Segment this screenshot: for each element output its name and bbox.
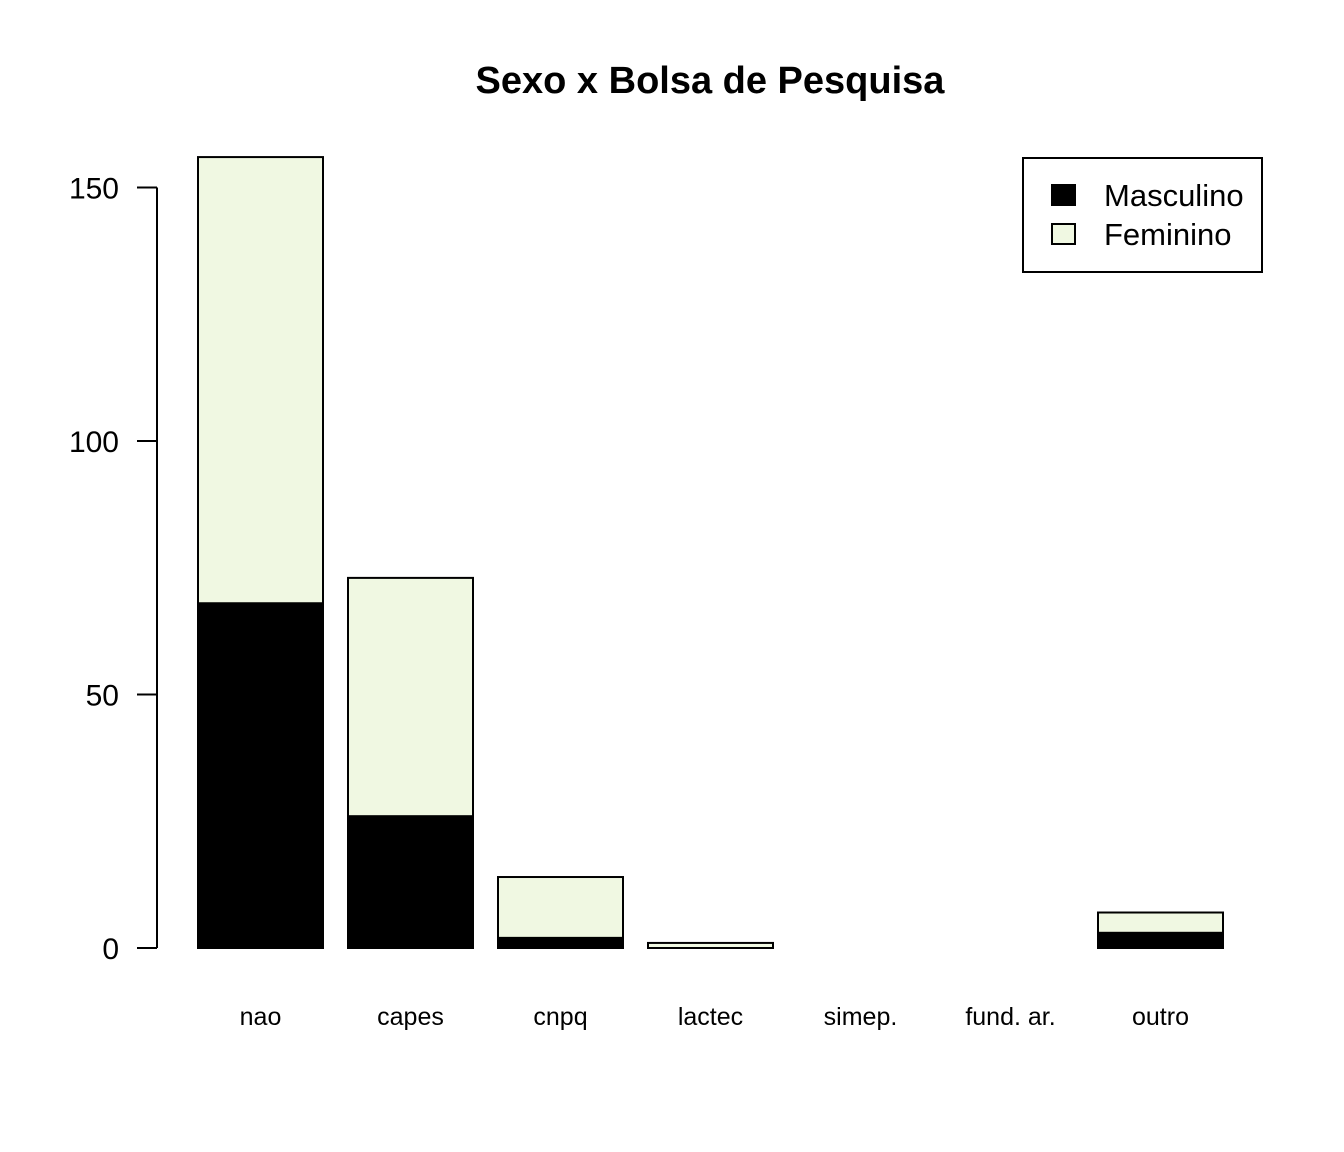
y-tick-label-50: 50: [86, 680, 119, 713]
y-tick-label-150: 150: [69, 173, 119, 206]
bar-masculino-6: [1097, 931, 1224, 949]
y-axis: 0 50 100 150: [69, 173, 158, 966]
bar-feminino-1: [347, 576, 474, 818]
x-axis-labels: nao capes cnpq lactec simep. fund. ar. outro: [240, 1003, 1189, 1031]
bar-masculino-2: [497, 936, 624, 949]
bar-feminino-3: [647, 941, 774, 949]
x-label-5: fund. ar.: [965, 1003, 1055, 1031]
bar-masculino-1: [347, 815, 474, 949]
x-label-0: nao: [240, 1003, 282, 1031]
bar-feminino-2: [497, 876, 624, 939]
legend-swatch-1: [1051, 223, 1076, 245]
chart-title: Sexo x Bolsa de Pesquisa: [476, 60, 946, 102]
bar-masculino-0: [197, 602, 324, 949]
x-label-6: outro: [1132, 1003, 1189, 1031]
legend-label-1: Feminino: [1104, 217, 1232, 252]
x-label-2: cnpq: [533, 1003, 587, 1031]
legend-swatch-0: [1051, 184, 1076, 206]
legend-label-0: Masculino: [1104, 178, 1244, 213]
bar-feminino-0: [197, 156, 324, 605]
x-label-1: capes: [377, 1003, 444, 1031]
y-tick-label-0: 0: [102, 933, 119, 966]
legend-box: [1022, 157, 1263, 273]
x-label-4: simep.: [824, 1003, 898, 1031]
y-tick-label-100: 100: [69, 426, 119, 459]
bar-feminino-6: [1097, 911, 1224, 934]
bars-group: [197, 156, 1224, 949]
legend: Masculino Feminino: [1022, 157, 1263, 273]
x-label-3: lactec: [678, 1003, 743, 1031]
